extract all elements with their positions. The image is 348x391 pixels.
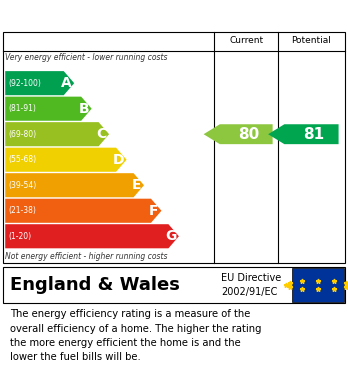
Text: Very energy efficient - lower running costs: Very energy efficient - lower running co… [5,53,168,62]
Text: (21-38): (21-38) [8,206,36,215]
Text: 81: 81 [303,127,325,142]
Text: Not energy efficient - higher running costs: Not energy efficient - higher running co… [5,253,168,262]
Text: Potential: Potential [292,36,331,45]
Text: (92-100): (92-100) [8,79,41,88]
Bar [292,268,344,302]
Polygon shape [5,148,127,172]
Text: Current: Current [229,36,263,45]
Polygon shape [204,124,272,144]
Text: A: A [61,76,72,90]
Text: 80: 80 [238,127,260,142]
Text: B: B [79,102,89,116]
Text: C: C [96,127,106,141]
Text: (81-91): (81-91) [8,104,36,113]
Polygon shape [5,224,179,248]
Polygon shape [5,71,74,95]
Polygon shape [5,122,109,146]
Text: Energy Efficiency Rating: Energy Efficiency Rating [9,7,219,23]
Polygon shape [5,173,144,197]
Text: (39-54): (39-54) [8,181,36,190]
Polygon shape [5,97,92,121]
Text: D: D [113,153,125,167]
Text: G: G [166,229,177,243]
Polygon shape [268,124,339,144]
Text: England & Wales: England & Wales [10,276,180,294]
Text: (55-68): (55-68) [8,155,36,164]
Text: F: F [149,204,159,218]
Polygon shape [5,199,161,223]
Text: (1-20): (1-20) [8,232,31,241]
Text: (69-80): (69-80) [8,130,36,139]
Text: EU Directive: EU Directive [221,273,281,283]
Text: The energy efficiency rating is a measure of the
overall efficiency of a home. T: The energy efficiency rating is a measur… [10,309,262,362]
Text: 2002/91/EC: 2002/91/EC [221,287,277,297]
Text: E: E [132,178,141,192]
